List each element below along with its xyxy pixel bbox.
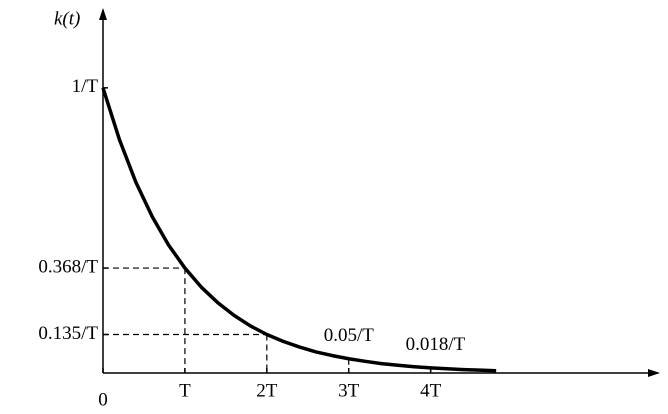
x-tick-label: 4T [420,380,442,401]
y-tick-label: 0.135/T [38,323,98,344]
x-tick-label: 0 [98,389,108,410]
x-tick-label: 2T [256,380,278,401]
x-tick-label: 3T [338,380,360,401]
y-axis-label: k(t) [54,8,80,29]
y-tick-label: 1/T [72,76,99,97]
x-axis-arrow [648,369,660,377]
curve [101,87,497,373]
annotation-label: 0.018/T [406,334,466,355]
y-tick-label: 0.368/T [38,256,98,277]
annotation-label: 0.05/T [324,325,375,346]
y-axis-arrow [99,8,107,20]
x-tick-label: T [179,380,191,401]
